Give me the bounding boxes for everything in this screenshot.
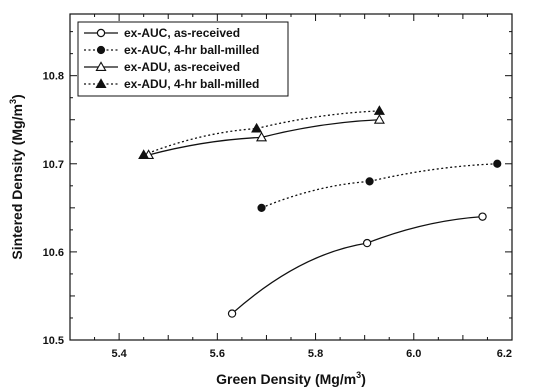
series-lines	[143, 110, 498, 315]
data-point-2	[255, 131, 268, 142]
series-line-1	[261, 163, 498, 209]
y-tick-label: 10.6	[43, 247, 64, 259]
data-point-3	[373, 105, 385, 115]
data-point-2	[373, 114, 385, 124]
legend: ex-AUC, as-received ex-AUC, 4-hr ball-mil…	[77, 21, 289, 97]
legend-label: ex-AUC, 4-hr ball-milled	[124, 43, 259, 57]
data-point-3	[251, 122, 263, 133]
x-tick-label: 6.0	[406, 348, 421, 360]
data-point-0	[227, 309, 237, 318]
y-tick-label: 10.5	[43, 335, 64, 347]
legend-marker	[95, 78, 107, 88]
x-tick-label: 5.6	[210, 348, 225, 360]
x-axis-title-end: )	[361, 371, 366, 387]
axis-ticks	[70, 14, 512, 340]
series-markers	[138, 105, 502, 318]
legend-label: ex-ADU, 4-hr ball-milled	[124, 77, 259, 91]
legend-marker	[95, 61, 107, 71]
x-axis-title-main: Green Density (Mg/m	[216, 371, 356, 387]
data-point-0	[478, 212, 487, 221]
data-point-3	[138, 149, 150, 159]
legend-marker	[96, 28, 106, 38]
data-point-0	[362, 238, 372, 248]
y-axis-title-main: Sintered Density (Mg/m	[9, 104, 25, 260]
data-point-1	[365, 177, 374, 186]
series-line-0	[231, 216, 483, 315]
y-tick-label: 10.8	[43, 71, 64, 83]
y-axis-title: Sintered Density (Mg/m3)	[8, 94, 25, 259]
legend-label: ex-ADU, as-received	[124, 60, 240, 74]
x-tick-label: 5.4	[111, 348, 127, 360]
series-line-3	[143, 110, 380, 156]
x-axis-title-sup: 3	[356, 370, 361, 380]
data-point-1	[493, 159, 502, 168]
tick-labels: 5.4 5.6 5.8 6.0 6.2 10.5 10.6 10.7 10.8	[43, 71, 512, 360]
x-tick-label: 6.2	[497, 348, 512, 360]
x-axis-title: Green Density (Mg/m3)	[216, 370, 366, 387]
y-tick-label: 10.7	[43, 159, 64, 171]
y-axis-title-end: )	[9, 94, 25, 99]
legend-marker	[96, 45, 106, 55]
x-tick-label: 5.8	[308, 348, 323, 360]
data-point-1	[257, 203, 266, 212]
legend-label: ex-AUC, as-received	[124, 26, 240, 40]
y-axis-title-sup: 3	[8, 99, 18, 104]
